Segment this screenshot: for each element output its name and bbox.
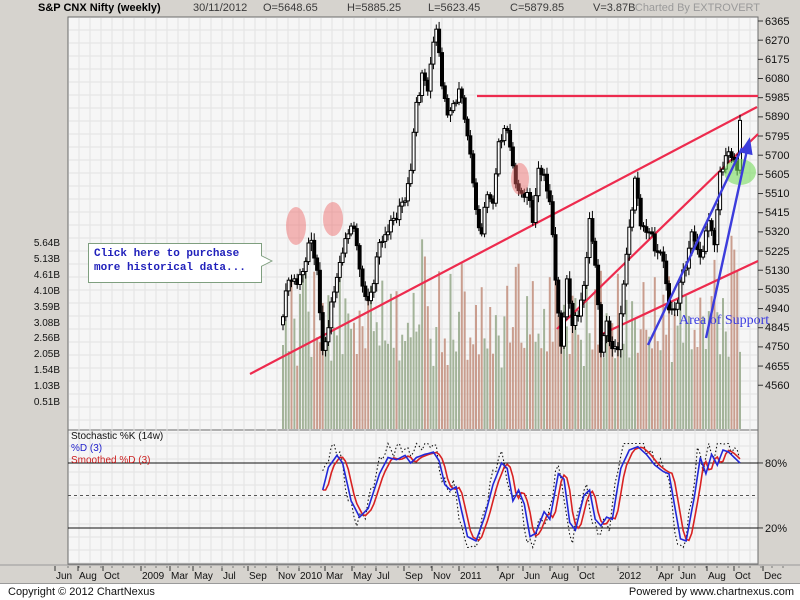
price-axis-label: 5510 (765, 188, 790, 201)
date-axis-label: Nov (278, 571, 296, 582)
charted-by-label: Charted By EXTROVERT (634, 2, 760, 14)
support-trendline-blue (704, 140, 751, 339)
price-axis-label: 4845 (765, 322, 790, 335)
support-arrow-icon (739, 137, 753, 156)
volume-axis-label: 1.03B (33, 380, 60, 392)
quote-date: 30/11/2012 (193, 2, 248, 14)
price-axis-label: 4940 (765, 303, 790, 316)
copyright-label: Copyright © 2012 ChartNexus (8, 586, 155, 598)
support-trendline-blue (646, 147, 744, 346)
quote-close: C=5879.85 (510, 2, 565, 14)
volume-axis-label: 1.54B (33, 365, 60, 377)
price-axis-label: 5415 (765, 207, 790, 220)
date-axis-label: Aug (551, 571, 569, 582)
date-axis-label: Jul (223, 571, 236, 582)
date-axis-label: Jun (524, 571, 541, 582)
footer-bar: Copyright © 2012 ChartNexus Powered by w… (0, 583, 800, 600)
date-axis-label: Mar (326, 571, 344, 582)
price-axis-label: 4750 (765, 341, 790, 354)
stochastic-k-line (322, 441, 741, 550)
volume-axis-label: 3.59B (33, 301, 60, 313)
date-axis-label: 2009 (142, 571, 165, 582)
volume-axis-label: 5.64B (33, 238, 60, 250)
date-axis-label: Jul (377, 571, 390, 582)
date-axis-label: Oct (104, 571, 120, 582)
callout-line2: more historical data... (94, 262, 246, 274)
volume-axis-label: 0.51B (33, 396, 60, 408)
date-axis-label: Dec (764, 571, 782, 582)
price-axis-label: 6270 (765, 34, 790, 47)
date-axis-label: May (353, 571, 372, 582)
date-axis-label: Apr (658, 571, 674, 582)
date-axis-label: 2010 (300, 571, 323, 582)
price-axis-label: 5130 (765, 264, 790, 277)
stochastic-lower-label: 20% (765, 522, 788, 535)
stochastic-k-label: Stochastic %K (14w) (71, 431, 164, 442)
volume-axis-label: 5.13B (33, 254, 60, 266)
chart-header: S&P CNX Nifty (weekly) 30/11/2012 O=5648… (0, 0, 800, 16)
date-axis-label: Oct (579, 571, 595, 582)
price-axis-label: 6175 (765, 53, 790, 66)
stochastic-panel[interactable] (67, 429, 759, 565)
date-axis-label: Sep (405, 571, 423, 582)
date-axis-label: Aug (79, 571, 97, 582)
date-axis-label: Apr (499, 571, 515, 582)
price-axis-label: 5985 (765, 92, 790, 105)
price-axis-label: 5225 (765, 245, 790, 258)
quote-open: O=5648.65 (263, 2, 318, 14)
symbol-title: S&P CNX Nifty (weekly) (38, 2, 161, 14)
powered-by-link[interactable]: Powered by www.chartnexus.com (628, 586, 794, 598)
date-axis-label: Aug (708, 571, 726, 582)
date-axis-label: Sep (249, 571, 267, 582)
date-axis-label: Jun (56, 571, 73, 582)
date-axis-label: Nov (433, 571, 451, 582)
callout-line1: Click here to purchase (94, 248, 240, 260)
axis-ticks (54, 20, 784, 571)
pink-highlight-ellipse (323, 202, 343, 236)
quote-low: L=5623.45 (428, 2, 481, 14)
stochastic-d-label: %D (3) (71, 443, 103, 454)
price-axis-label: 5320 (765, 226, 790, 239)
pink-highlight-ellipse (511, 163, 529, 195)
quote-volume: V=3.87B (593, 2, 636, 14)
price-axis-label: 5700 (765, 149, 790, 162)
price-axis-label: 4560 (765, 379, 790, 392)
volume-axis-label: 3.08B (33, 317, 60, 329)
date-axis-label: Jun (680, 571, 697, 582)
price-axis-label: 5795 (765, 130, 790, 143)
candlestick-series (281, 21, 742, 358)
price-axis-label: 5605 (765, 168, 790, 181)
price-axis-label: 5890 (765, 111, 790, 124)
volume-axis-label: 2.56B (33, 333, 60, 345)
volume-axis-label: 4.61B (33, 269, 60, 281)
stochastic-upper-label: 80% (765, 457, 788, 470)
date-axis-label: May (194, 571, 213, 582)
purchase-data-callout[interactable]: Click here to purchase more historical d… (88, 243, 273, 283)
stochastic-d-line (321, 445, 741, 543)
date-axis-label: Mar (171, 571, 189, 582)
price-axis-label: 6365 (765, 15, 790, 28)
volume-axis-label: 2.05B (33, 349, 60, 361)
pink-highlight-ellipse (286, 207, 306, 245)
date-axis-label: 2011 (460, 571, 482, 582)
trendline-major-uptrend (249, 106, 758, 375)
date-axis-label: 2012 (619, 571, 642, 582)
date-axis-label: Oct (735, 571, 751, 582)
stochastic-smoothed-label: Smoothed %D (3) (71, 455, 151, 466)
price-axis-label: 4655 (765, 360, 790, 373)
quote-high: H=5885.25 (347, 2, 402, 14)
volume-axis-label: 4.10B (33, 285, 60, 297)
price-axis-label: 5035 (765, 283, 790, 296)
area-of-support-label: Area of Support (679, 313, 770, 328)
price-axis-label: 6080 (765, 73, 790, 85)
green-highlight-ellipse (724, 159, 756, 185)
